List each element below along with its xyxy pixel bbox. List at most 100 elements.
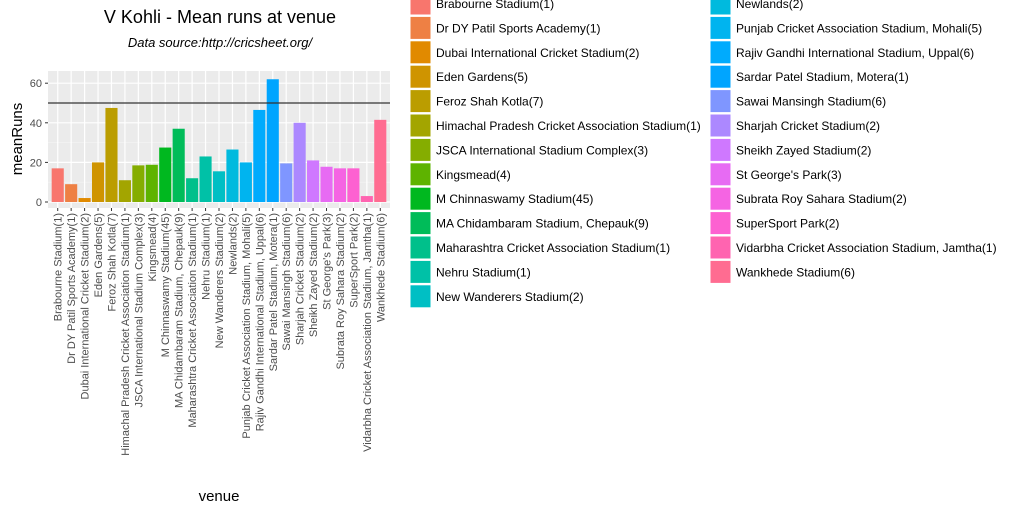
bar xyxy=(105,107,118,202)
legend-swatch xyxy=(409,64,432,89)
legend-label: M Chinnaswamy Stadium(45) xyxy=(436,192,593,206)
legend-label: Kingsmead(4) xyxy=(436,168,511,182)
legend-label: Eden Gardens(5) xyxy=(436,70,528,84)
legend-label: Maharashtra Cricket Association Stadium(… xyxy=(436,241,670,255)
legend-swatch xyxy=(409,137,432,162)
bar xyxy=(132,165,145,202)
x-tick-label: Sardar Patel Stadium, Motera(1) xyxy=(268,213,280,371)
legend-label: St George's Park(3) xyxy=(736,168,842,182)
x-tick-label: Dubai International Cricket Stadium(2) xyxy=(80,213,92,399)
x-tick-label: Brabourne Stadium(1) xyxy=(53,213,65,321)
legend-swatch xyxy=(709,0,732,16)
y-axis-label: meanRuns xyxy=(9,103,26,176)
legend-swatch xyxy=(709,186,732,211)
legend-label: Dubai International Cricket Stadium(2) xyxy=(436,46,639,60)
legend-label: Subrata Roy Sahara Stadium(2) xyxy=(736,192,907,206)
legend-label: MA Chidambaram Stadium, Chepauk(9) xyxy=(436,217,649,231)
bar xyxy=(226,149,239,202)
legend-swatch xyxy=(709,40,732,65)
legend-swatch xyxy=(409,89,432,114)
legend-label: Vidarbha Cricket Association Stadium, Ja… xyxy=(736,241,997,255)
x-tick-label: Punjab Cricket Association Stadium, Moha… xyxy=(241,213,253,439)
x-tick-label: Dr DY Patil Sports Academy(1) xyxy=(66,213,78,364)
legend-swatch xyxy=(709,89,732,114)
legend-swatch xyxy=(709,64,732,89)
legend-swatch xyxy=(709,235,732,260)
bar xyxy=(360,196,373,202)
bar xyxy=(320,166,333,202)
legend-label: Rajiv Gandhi International Stadium, Uppa… xyxy=(736,46,974,60)
bar xyxy=(307,160,320,202)
legend-label: Sharjah Cricket Stadium(2) xyxy=(736,119,880,133)
bar xyxy=(212,171,226,202)
x-tick-label: M Chinnaswamy Stadium(45) xyxy=(160,213,172,357)
bar xyxy=(280,163,293,202)
legend-label: Wankhede Stadium(6) xyxy=(736,265,855,279)
x-tick-label: Himachal Pradesh Cricket Association Sta… xyxy=(120,213,132,456)
bar xyxy=(293,122,306,202)
bar xyxy=(347,168,360,202)
bar xyxy=(199,156,212,202)
chart-subtitle: Data source:http://cricsheet.org/ xyxy=(128,35,314,50)
legend-swatch xyxy=(709,162,732,187)
x-tick-label: Sawai Mansingh Stadium(6) xyxy=(281,213,293,351)
x-tick-label: JSCA International Stadium Complex(3) xyxy=(133,213,145,407)
legend-label: Dr DY Patil Sports Academy(1) xyxy=(436,21,601,35)
bar xyxy=(145,164,158,202)
x-tick-label: Nehru Stadium(1) xyxy=(201,213,213,300)
bar xyxy=(186,178,199,202)
legend-swatch xyxy=(709,113,732,138)
legend-label: Brabourne Stadium(1) xyxy=(436,0,554,11)
legend-swatch xyxy=(409,0,432,16)
y-tick-label: 60 xyxy=(30,78,42,90)
x-tick-label: Rajiv Gandhi International Stadium, Uppa… xyxy=(254,213,266,431)
bar xyxy=(159,147,172,202)
legend-swatch xyxy=(409,186,432,211)
legend-swatch xyxy=(709,259,732,284)
y-tick-label: 0 xyxy=(36,197,42,209)
x-tick-label: SuperSport Park(2) xyxy=(348,213,360,308)
legend-swatch xyxy=(409,284,432,309)
legend-swatch xyxy=(409,211,432,236)
x-axis-label: venue xyxy=(199,488,240,505)
bar xyxy=(253,109,266,202)
x-tick-label: Subrata Roy Sahara Stadium(2) xyxy=(335,213,347,370)
legend-label: Himachal Pradesh Cricket Association Sta… xyxy=(436,119,701,133)
bar xyxy=(118,180,131,202)
x-tick-label: Kingsmead(4) xyxy=(147,213,159,281)
y-tick-label: 20 xyxy=(30,157,42,169)
x-tick-label: Sharjah Cricket Stadium(2) xyxy=(295,213,307,345)
bar xyxy=(172,128,185,202)
legend-label: New Wanderers Stadium(2) xyxy=(436,290,584,304)
legend-swatch xyxy=(409,235,432,260)
x-tick-label: Vidarbha Cricket Association Stadium, Ja… xyxy=(362,213,374,452)
legend-label: Sheikh Zayed Stadium(2) xyxy=(736,143,871,157)
legend-label: Sardar Patel Stadium, Motera(1) xyxy=(736,70,909,84)
legend-swatch xyxy=(409,15,432,40)
x-tick-label: Feroz Shah Kotla(7) xyxy=(106,213,118,311)
bar xyxy=(91,162,105,202)
bar xyxy=(78,198,91,202)
legend-swatch xyxy=(709,137,732,162)
chart-title: V Kohli - Mean runs at venue xyxy=(104,7,336,27)
legend-swatch xyxy=(409,113,432,138)
y-tick-label: 40 xyxy=(30,118,42,130)
legend-swatch xyxy=(409,162,432,187)
legend-label: Sawai Mansingh Stadium(6) xyxy=(736,95,886,109)
bar xyxy=(374,119,387,202)
x-tick-label: Maharashtra Cricket Association Stadium(… xyxy=(187,213,199,428)
legend-swatch xyxy=(709,211,732,236)
legend-label: Punjab Cricket Association Stadium, Moha… xyxy=(736,21,982,35)
legend-label: Newlands(2) xyxy=(736,0,803,11)
bar xyxy=(239,162,252,202)
x-tick-label: Newlands(2) xyxy=(227,213,239,275)
legend-label: Feroz Shah Kotla(7) xyxy=(436,95,543,109)
bar xyxy=(65,184,78,202)
x-tick-label: St George's Park(3) xyxy=(322,213,334,310)
legend-label: SuperSport Park(2) xyxy=(736,217,839,231)
legend-label: Nehru Stadium(1) xyxy=(436,265,531,279)
x-tick-label: MA Chidambaram Stadium, Chepauk(9) xyxy=(174,213,186,408)
legend-swatch xyxy=(409,40,432,65)
x-tick-label: New Wanderers Stadium(2) xyxy=(214,213,226,348)
